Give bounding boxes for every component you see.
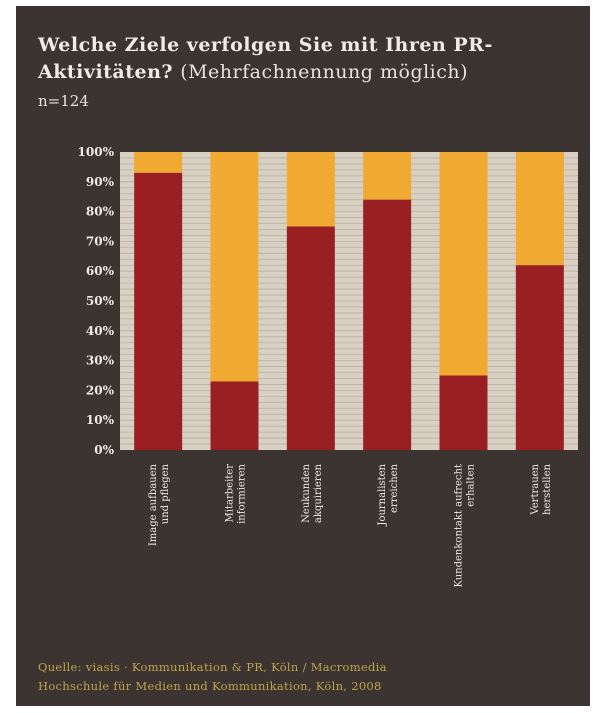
category-label-line: Mitarbeiter	[225, 464, 236, 523]
y-tick-label: 80%	[86, 205, 115, 219]
category-label-line: Journalisten	[377, 463, 388, 526]
chart-title: Welche Ziele verfolgen Sie mit Ihren PR-…	[38, 32, 578, 86]
category-label: Image aufbauen und pflegen	[148, 463, 171, 546]
category-label-line: erreichen	[389, 463, 400, 513]
source-line-2: Hochschule für Medien und Kommunikation,…	[38, 679, 382, 693]
y-tick-label: 100%	[78, 145, 115, 159]
bar-segment-rest	[515, 152, 564, 266]
source-line-1: Quelle: viasis · Kommunikation & PR, Köl…	[38, 660, 387, 674]
y-tick-label: 90%	[86, 175, 115, 189]
category-label-line: erhalten	[466, 463, 477, 506]
title-bold: Welche Ziele verfolgen Sie mit Ihren PR-…	[38, 34, 493, 83]
category-label: Vertrauen herstellen	[530, 463, 553, 515]
chart-card: Welche Ziele verfolgen Sie mit Ihren PR-…	[16, 6, 590, 706]
title-light: (Mehrfachnennung möglich)	[180, 61, 469, 83]
category-label-line: herstellen	[542, 463, 553, 515]
category-label-line: Image aufbauen	[148, 463, 159, 546]
category-label: Neukunden akquirieren	[301, 463, 324, 523]
category-label-line: Kundenkontakt aufrecht	[454, 464, 465, 588]
y-tick-label: 70%	[86, 234, 115, 248]
bar-segment-primary	[286, 226, 335, 450]
y-tick-label: 60%	[86, 264, 115, 278]
source-note: Quelle: viasis · Kommunikation & PR, Köl…	[38, 658, 578, 696]
y-tick-label: 10%	[86, 413, 115, 427]
category-label-line: Neukunden	[301, 463, 312, 522]
sample-size-label: n=124	[38, 92, 89, 110]
category-label-line: informieren	[237, 463, 248, 523]
bar-segment-primary	[515, 265, 564, 450]
bar-chart: 0% 10% 20% 30% 40% 50% 60% 70% 80% 90% 100% Image a…	[78, 145, 578, 588]
category-label: Mitarbeiter informieren	[225, 463, 248, 523]
y-tick-label: 0%	[94, 443, 114, 457]
bar-segment-primary	[363, 199, 412, 450]
y-tick-label: 40%	[86, 324, 115, 338]
bar-segment-rest	[286, 152, 335, 227]
category-label-line: akquirieren	[313, 463, 324, 523]
bar-segment-primary	[439, 375, 488, 450]
bar-segment-rest	[363, 152, 412, 200]
category-label-line: und pflegen	[160, 463, 171, 524]
category-label: Journalisten erreichen	[377, 463, 400, 526]
bar-segment-rest	[210, 152, 259, 382]
y-tick-label: 20%	[86, 383, 115, 397]
bar-segment-primary	[210, 381, 259, 450]
y-tick-label: 50%	[86, 294, 115, 308]
y-tick-label: 30%	[86, 354, 115, 368]
category-label: Kundenkontakt aufrecht erhalten	[454, 463, 477, 587]
bar-segment-primary	[134, 172, 183, 451]
bar-segment-rest	[134, 152, 183, 173]
bar-segment-rest	[439, 152, 488, 376]
category-label-line: Vertrauen	[530, 463, 541, 515]
